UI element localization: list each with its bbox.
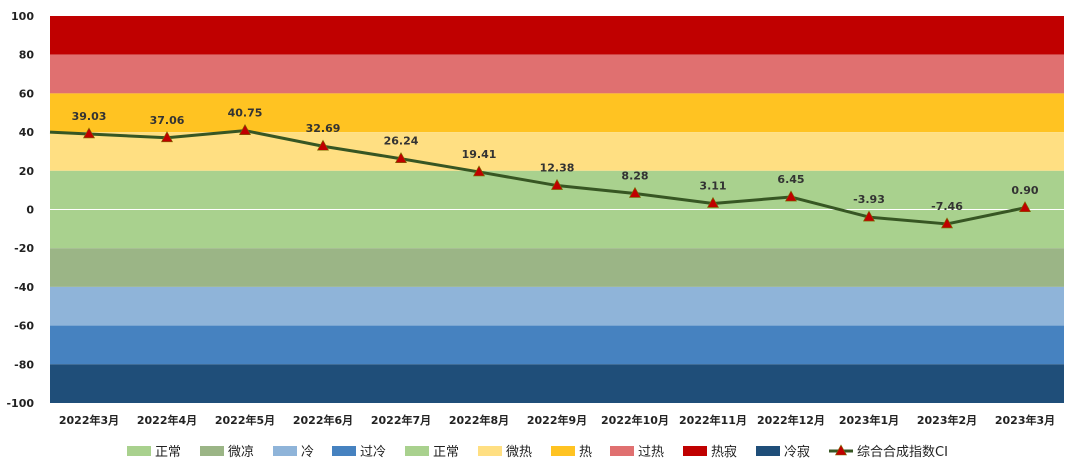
- legend-marker-icon: [834, 444, 848, 456]
- legend-swatch-5: [478, 446, 502, 456]
- x-tick-label-8: 2022年11月: [679, 413, 747, 427]
- x-tick-label-0: 2022年3月: [59, 413, 119, 427]
- band-6: [50, 248, 1064, 287]
- data-label-11: -7.46: [931, 200, 963, 213]
- legend-label-6: 热: [579, 445, 592, 460]
- data-point-1: [160, 131, 174, 143]
- legend-swatch-0: [127, 446, 151, 456]
- series-line-0: [49, 129, 1026, 226]
- band-5: [50, 209, 1064, 249]
- legend-swatch-6: [551, 446, 575, 456]
- y-tick-label-4: 20: [19, 165, 35, 178]
- band-1: [50, 54, 1064, 94]
- data-label-3: 32.69: [306, 122, 341, 135]
- x-tick-label-1: 2022年4月: [137, 413, 197, 427]
- x-tick-label-6: 2022年9月: [527, 413, 587, 427]
- x-tick-label-4: 2022年7月: [371, 413, 431, 427]
- legend-swatch-1: [200, 446, 224, 456]
- data-label-7: 8.28: [621, 169, 648, 182]
- data-point-4: [394, 152, 408, 164]
- x-tick-label-10: 2023年1月: [839, 413, 899, 427]
- data-label-1: 37.06: [150, 114, 185, 127]
- data-label-5: 19.41: [462, 148, 497, 161]
- x-tick-label-2: 2022年5月: [215, 413, 275, 427]
- data-point-11: [940, 217, 954, 229]
- series-layer: 39.03 37.06 40.75 32.69 26.24 19.41 12.38 8.28 3…: [49, 107, 1039, 229]
- legend-swatch-7: [610, 446, 634, 456]
- y-tick-label-10: -100: [6, 397, 34, 410]
- legend-swatch-2: [273, 446, 297, 456]
- data-label-12: 0.90: [1011, 184, 1038, 197]
- data-label-0: 39.03: [72, 110, 107, 123]
- legend-label-3: 过冷: [360, 445, 386, 460]
- y-tick-label-1: 80: [19, 49, 35, 62]
- data-point-2: [238, 124, 252, 135]
- y-tick-label-7: -40: [14, 281, 34, 294]
- data-point-7: [628, 186, 642, 198]
- x-axis: 2022年3月 2022年4月 2022年5月 2022年6月 2022年7月 2022年…: [59, 413, 1055, 427]
- x-tick-label-3: 2022年6月: [293, 413, 353, 427]
- x-tick-label-5: 2022年8月: [449, 413, 509, 427]
- band-3: [50, 132, 1064, 171]
- legend-swatch-9: [756, 446, 780, 456]
- legend-label-4: 正常: [433, 445, 459, 460]
- x-tick-label-9: 2022年12月: [757, 413, 825, 427]
- y-tick-label-5: 0: [26, 204, 34, 217]
- data-label-6: 12.38: [540, 162, 575, 175]
- y-tick-label-8: -60: [14, 320, 34, 333]
- band-0: [50, 16, 1064, 55]
- data-point-10: [862, 210, 876, 222]
- x-tick-label-12: 2023年3月: [995, 413, 1055, 427]
- data-label-2: 40.75: [228, 107, 263, 120]
- data-label-9: 6.45: [777, 173, 804, 186]
- data-point-9: [784, 190, 798, 202]
- legend-label-5: 微热: [506, 445, 532, 460]
- data-label-10: -3.93: [853, 193, 885, 206]
- legend-label-7: 过热: [638, 445, 664, 460]
- legend-label-1: 微凉: [228, 445, 254, 460]
- band-2: [50, 93, 1064, 133]
- y-tick-label-6: -20: [14, 242, 34, 255]
- data-label-4: 26.24: [384, 135, 419, 148]
- y-tick-label-2: 60: [19, 87, 35, 100]
- legend-label-2: 冷: [301, 445, 314, 460]
- legend-label-10: 综合合成指数CI: [857, 445, 948, 460]
- band-layer: [50, 16, 1064, 403]
- data-label-8: 3.11: [699, 179, 726, 192]
- legend-label-0: 正常: [155, 445, 181, 460]
- band-9: [50, 364, 1064, 403]
- data-point-6: [550, 178, 564, 190]
- data-point-12: [1018, 201, 1032, 213]
- band-8: [50, 325, 1064, 365]
- legend-swatch-4: [405, 446, 429, 456]
- data-point-5: [472, 165, 486, 177]
- x-tick-label-7: 2022年10月: [601, 413, 669, 427]
- legend-label-8: 热寂: [711, 444, 737, 460]
- legend-swatch-3: [332, 446, 356, 456]
- y-tick-label-3: 40: [19, 126, 35, 139]
- x-tick-label-11: 2023年2月: [917, 413, 977, 427]
- legend-label-9: 冷寂: [784, 444, 810, 460]
- y-tick-label-9: -80: [14, 358, 34, 371]
- legend-swatch-8: [683, 446, 707, 456]
- data-point-8: [706, 196, 720, 208]
- band-7: [50, 286, 1064, 326]
- data-point-3: [316, 139, 330, 151]
- data-point-0: [82, 127, 96, 139]
- band-4: [50, 170, 1064, 210]
- y-tick-label-0: 100: [11, 10, 34, 23]
- legend: 正常 微凉 冷 过冷 正常 微热 热 过热 热寂 冷寂 综合合成指数CI: [127, 444, 948, 460]
- y-axis: 100 80 60 40 20 0 -20 -40 -60 -80 -100: [6, 10, 34, 410]
